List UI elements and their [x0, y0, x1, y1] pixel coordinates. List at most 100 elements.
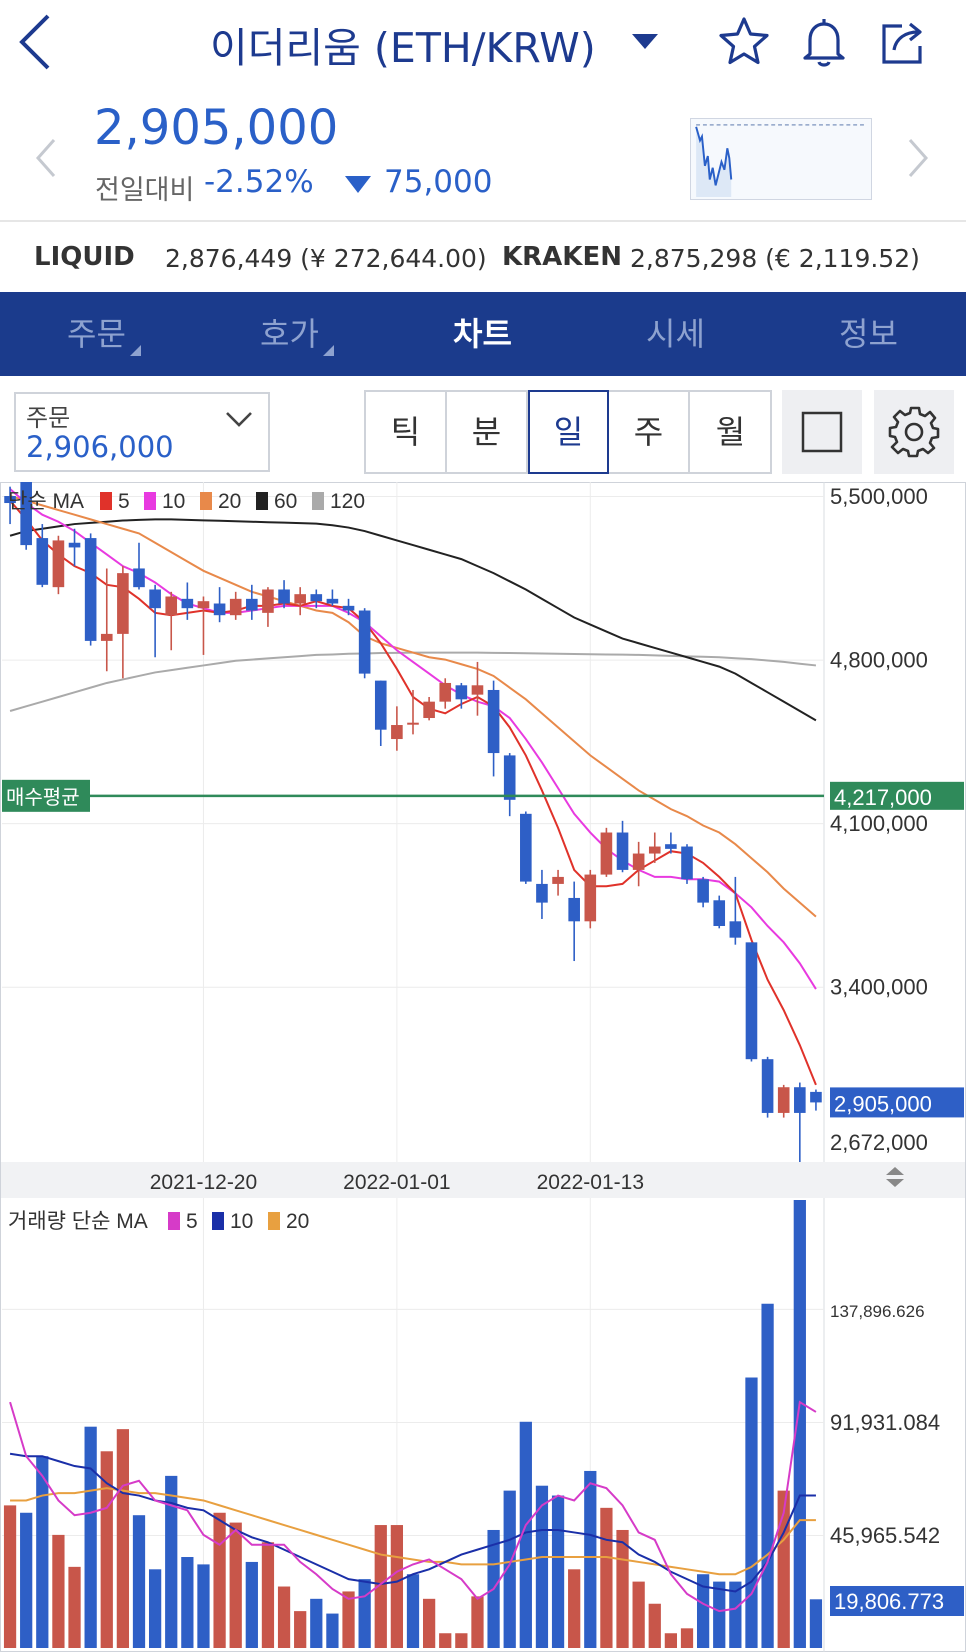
volume-bar	[181, 1557, 194, 1648]
period-minute-button[interactable]: 분	[447, 392, 528, 472]
volume-bar	[358, 1579, 371, 1648]
period-tick-button[interactable]: 틱	[366, 392, 447, 472]
volume-ma-line	[10, 1487, 816, 1576]
candle-body	[246, 598, 258, 611]
volume-bar	[310, 1598, 323, 1648]
volume-bar	[503, 1490, 516, 1648]
candle-body	[423, 701, 435, 719]
tab-bar: 주문 호가 차트 시세 정보	[0, 292, 966, 376]
volume-bar	[535, 1485, 549, 1648]
exchange-value: 2,875,298 (€ 2,119.52)	[630, 244, 920, 273]
volume-bar	[406, 1574, 420, 1648]
moving-average-line	[9, 500, 817, 1086]
order-value: 2,906,000	[26, 430, 174, 464]
square-icon	[801, 411, 843, 453]
candle-body	[407, 722, 419, 725]
period-week-button[interactable]: 주	[609, 392, 690, 472]
tab-info[interactable]: 정보	[772, 292, 965, 376]
volume-bar	[148, 1569, 162, 1648]
candle-body	[374, 680, 387, 730]
exchange-name: LIQUID	[34, 242, 135, 272]
tab-label: 호가	[260, 315, 319, 353]
tab-market-price[interactable]: 시세	[579, 292, 772, 376]
candle-body	[471, 685, 484, 695]
volume-bar	[632, 1581, 645, 1648]
volume-axis-label: 91,931.084	[830, 1410, 940, 1435]
volume-bar	[3, 1505, 17, 1648]
volume-bar	[68, 1566, 81, 1648]
candle-body	[455, 685, 468, 700]
prev-coin-icon[interactable]	[30, 136, 64, 180]
price-axis-label: 4,100,000	[830, 811, 928, 836]
fullscreen-button[interactable]	[782, 390, 862, 474]
candle-body	[36, 538, 49, 585]
ma-legend-label: 60	[274, 490, 297, 513]
chart-area[interactable]: 매수평균 4,217,000 5,500,000 4,800,000 4,100,000…	[0, 482, 966, 1652]
volume-bar	[326, 1613, 339, 1648]
volume-legend-label: 10	[230, 1210, 253, 1233]
chart-settings-button[interactable]	[874, 390, 954, 474]
time-axis-label: 2022-01-13	[537, 1171, 644, 1194]
bell-icon[interactable]	[796, 14, 852, 70]
volume-bar	[809, 1599, 823, 1648]
time-axis	[1, 1162, 965, 1198]
candle-body	[552, 876, 564, 884]
volume-bar	[455, 1633, 468, 1648]
volume-bar	[664, 1633, 678, 1648]
divider	[0, 220, 966, 222]
star-icon[interactable]	[716, 14, 772, 70]
candle-body	[439, 682, 452, 702]
submenu-corner-icon	[130, 345, 141, 356]
candle-body	[229, 598, 242, 616]
volume-ma-line	[9, 1452, 816, 1593]
candle-body	[100, 633, 113, 641]
candle-body	[568, 897, 580, 922]
ma-legend-swatch	[100, 492, 112, 510]
candle-body	[729, 921, 742, 938]
volume-bar	[551, 1495, 565, 1648]
mini-sparkline[interactable]	[690, 118, 872, 200]
volume-bar	[616, 1529, 629, 1648]
share-icon[interactable]	[876, 14, 932, 70]
tab-order[interactable]: 주문	[0, 292, 193, 376]
candle-body	[810, 1091, 822, 1103]
candle-body	[68, 542, 81, 548]
back-arrow-icon[interactable]	[14, 12, 70, 72]
candle-body	[616, 832, 629, 870]
avg-buy-value-tag	[830, 781, 964, 810]
candle-body	[213, 603, 226, 616]
ma-legend-swatch	[256, 492, 268, 510]
down-triangle-icon	[345, 176, 371, 193]
candle-body	[761, 1059, 774, 1113]
tab-chart[interactable]: 차트	[386, 292, 579, 376]
page-title[interactable]: 이더리움 (ETH/KRW)	[210, 24, 596, 72]
candle-body	[584, 874, 597, 922]
next-coin-icon[interactable]	[900, 136, 934, 180]
tab-orderbook[interactable]: 호가	[193, 292, 386, 376]
volume-bar	[777, 1490, 790, 1648]
change-label: 전일대비	[95, 175, 195, 206]
volume-bar	[600, 1507, 613, 1648]
order-price-dropdown[interactable]: 주문 2,906,000	[14, 392, 270, 472]
candle-body	[794, 1087, 806, 1113]
candle-body	[52, 540, 65, 588]
volume-axis-label: 45,965.542	[830, 1523, 940, 1548]
volume-bar	[390, 1525, 404, 1648]
time-axis-label: 2021-12-20	[150, 1171, 257, 1194]
current-price-label: 2,905,000	[834, 1091, 932, 1116]
volume-legend-swatch	[268, 1212, 280, 1230]
volume-bar	[519, 1421, 532, 1648]
ma-legend-swatch	[144, 492, 156, 510]
volume-ma-line	[9, 1400, 817, 1613]
candle-body	[165, 596, 178, 616]
price-axis-label: 5,500,000	[830, 484, 928, 509]
candlestick-chart[interactable]: 매수평균 4,217,000 5,500,000 4,800,000 4,100,000…	[0, 482, 966, 1652]
volume-bar	[584, 1470, 597, 1648]
period-day-button[interactable]: 일	[528, 390, 609, 474]
volume-bar	[294, 1611, 307, 1648]
period-month-button[interactable]: 월	[715, 413, 746, 451]
current-volume-tag	[830, 1586, 964, 1616]
candle-body	[487, 689, 500, 754]
volume-legend-label: 5	[186, 1210, 198, 1233]
title-dropdown-icon[interactable]	[632, 34, 658, 49]
